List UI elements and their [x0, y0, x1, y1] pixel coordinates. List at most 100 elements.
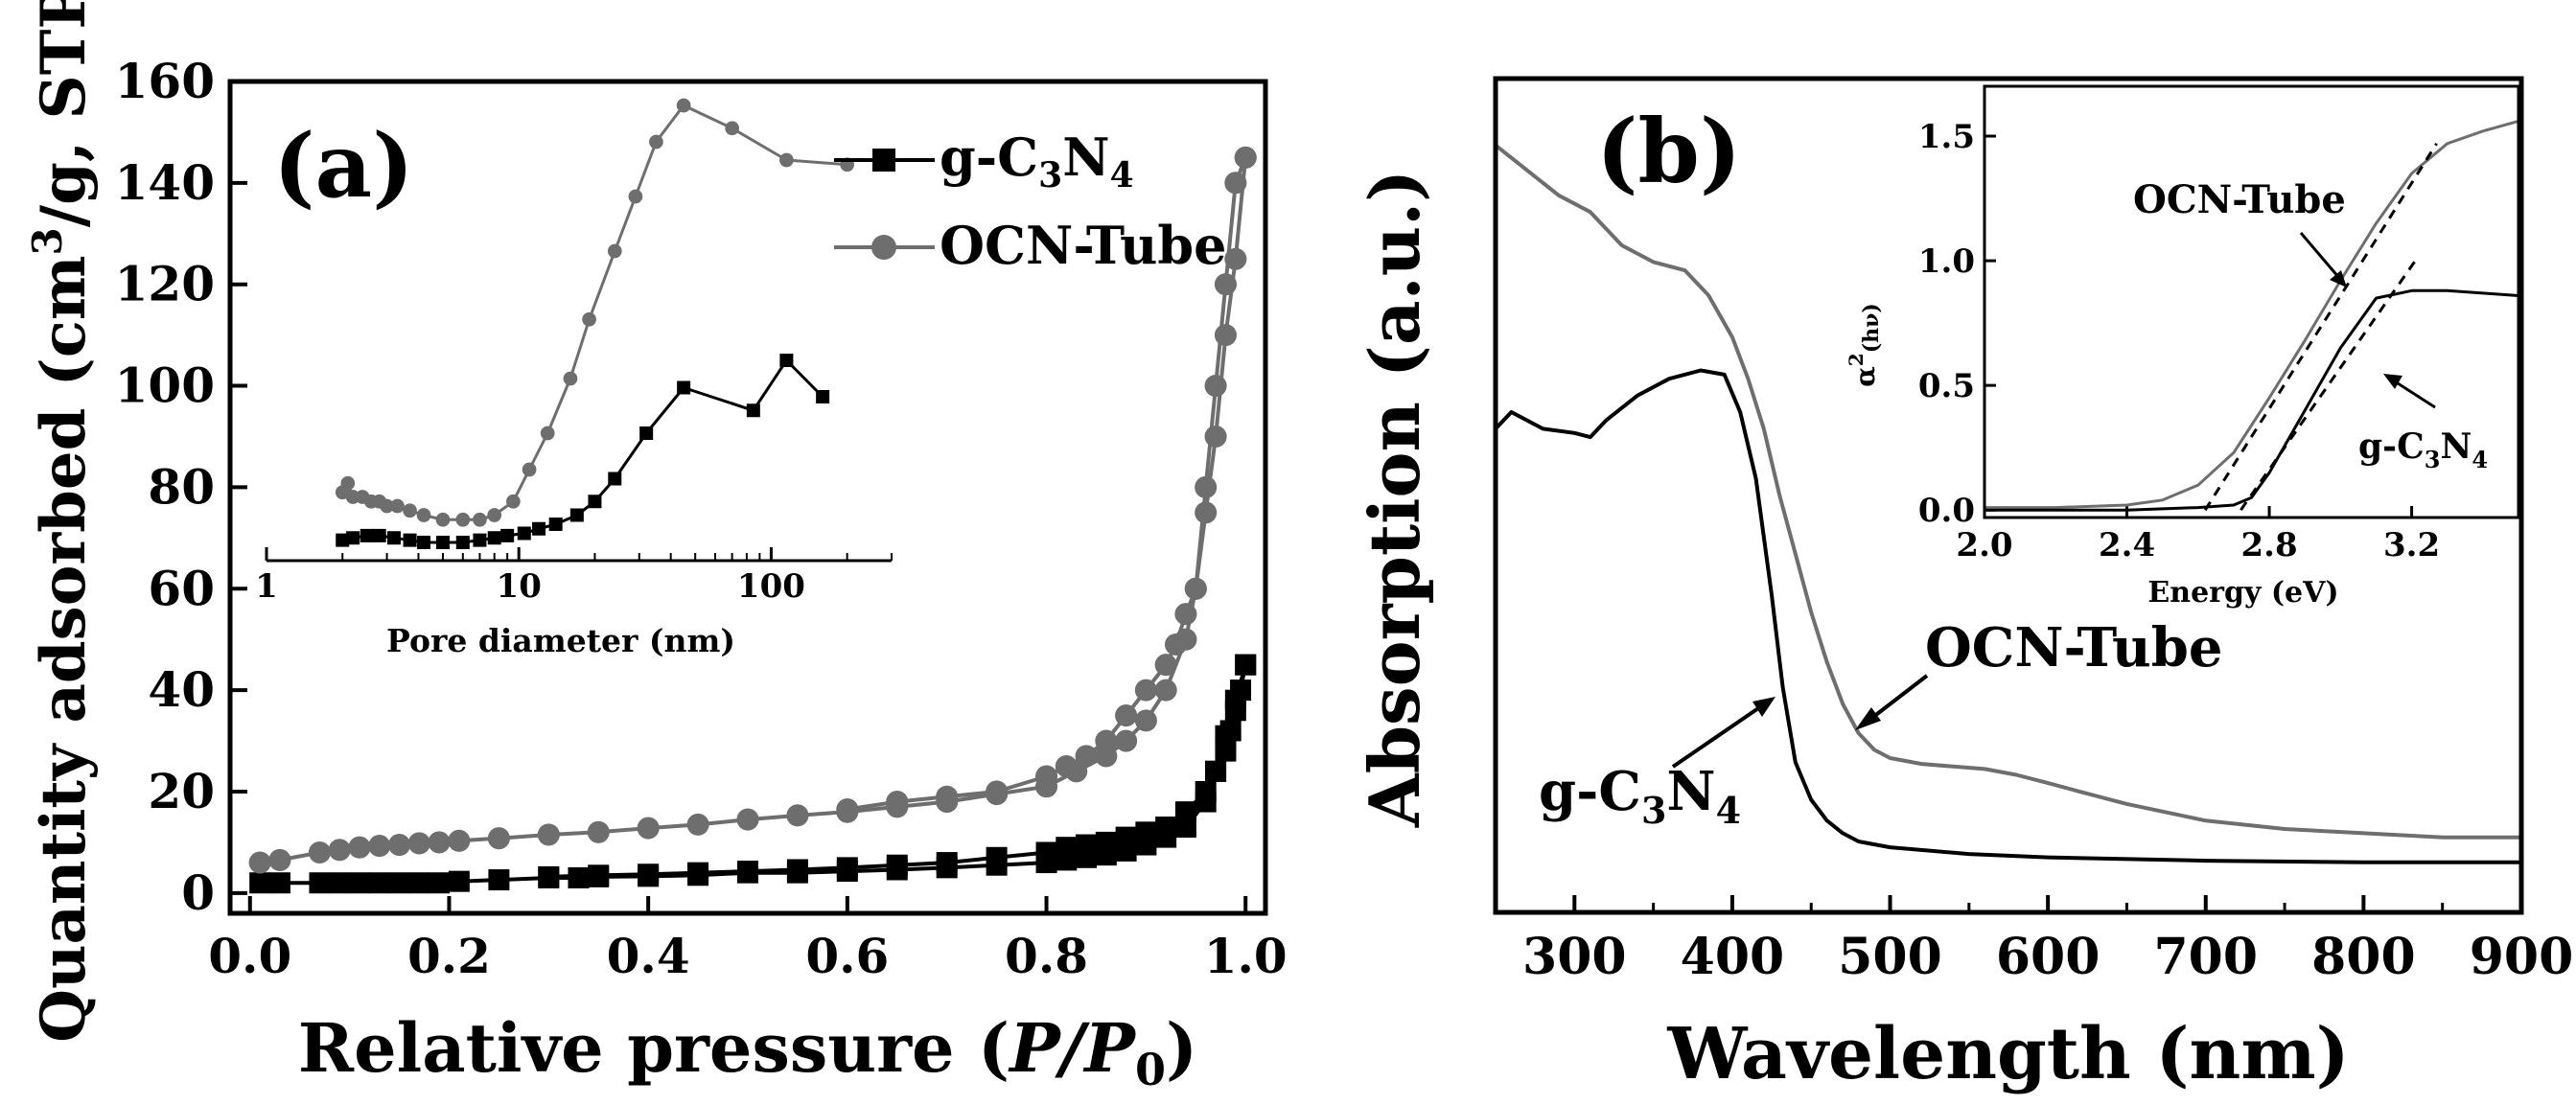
a-series-marker-2: [1195, 475, 1218, 498]
a-inset-marker-1: [336, 533, 350, 547]
a-series-marker-1: [986, 846, 1008, 868]
b-panel-label: (b): [1596, 100, 1741, 203]
b-axes-ticks: 300 400 500 600 700 800 900: [1522, 895, 2573, 986]
b-series-line-0: [1494, 144, 2521, 840]
b-plot-frame: [1493, 76, 2524, 915]
a-inset-marker-0: [403, 503, 417, 518]
b-xlabel: Wavelength (nm): [1666, 1013, 2349, 1095]
a-legend-gcn-part2: N: [1062, 127, 1109, 188]
a-series-marker-1: [1215, 740, 1237, 762]
a-inset-marker-1: [500, 528, 515, 542]
a-inset-marker-0: [473, 512, 487, 527]
a-series-marker-1: [588, 864, 610, 886]
a-series-marker-2: [637, 817, 660, 840]
b-inset-annot-ocn: OCN-Tube: [2133, 177, 2346, 222]
a-series-marker-3: [986, 780, 1009, 803]
a-series-marker-1: [886, 854, 908, 876]
b-annot-gcn-part2: N: [1666, 760, 1715, 823]
a-series-marker-0: [388, 872, 410, 894]
b-inset-xtick-label: 3.2: [2383, 526, 2440, 564]
a-xtick-label: 0.8: [1005, 928, 1088, 984]
a-legend-label-gcn: g-C3N4: [940, 127, 1134, 196]
a-series-marker-3: [1134, 679, 1157, 702]
a-ylabel-part2: /g, STP): [28, 0, 100, 227]
a-series-marker-3: [1184, 577, 1207, 600]
a-ytick-label: 40: [148, 661, 215, 718]
a-series-marker-1: [1076, 834, 1098, 856]
a-series-marker-2: [1095, 745, 1118, 768]
a-series-marker-3: [1204, 425, 1227, 449]
a-series-marker-0: [488, 869, 510, 891]
a-inset-marker-1: [417, 536, 431, 549]
a-inset-marker-1: [455, 536, 470, 549]
a-legend-marker-ocn: [871, 235, 896, 260]
a-inset-marker-0: [607, 243, 622, 259]
a-series-marker-0: [309, 872, 331, 894]
a-series-marker-0: [349, 872, 370, 894]
a-legend-gcn-part1: g-C: [940, 127, 1038, 188]
a-series-marker-2: [248, 851, 271, 874]
a-series-marker-2: [308, 840, 332, 864]
a-legend-label-ocn: OCN-Tube: [940, 215, 1226, 276]
a-series-marker-0: [568, 866, 590, 888]
a-inset-marker-1: [532, 521, 546, 536]
a-inset-marker-0: [435, 512, 451, 527]
a-series-marker-2: [1115, 729, 1138, 752]
a-inset-series: [335, 98, 855, 549]
a-series-marker-1: [1235, 654, 1257, 676]
a-inset-marker-1: [346, 531, 360, 545]
a-series-marker-3: [1115, 704, 1138, 727]
a-series-marker-1: [1219, 720, 1242, 742]
a-inset-marker-0: [416, 508, 431, 522]
a-series-marker-1: [1230, 679, 1252, 702]
a-inset-marker-1: [608, 472, 622, 486]
a-inset-marker-0: [628, 189, 643, 204]
a-series-marker-2: [1154, 679, 1177, 702]
b-inset-annot-ocn-arrowhead: [2330, 270, 2347, 288]
b-inset-annot-gcn-arrowhead: [2383, 374, 2402, 389]
a-series-layer: [248, 146, 1257, 894]
a-ytick-label: 140: [115, 154, 215, 211]
a-legend-gcn-sub2: 4: [1110, 155, 1134, 196]
a-ylabel-part1: Quantity adsorbed (cm: [28, 255, 100, 1042]
a-series-marker-2: [368, 835, 391, 858]
a-series-marker-2: [428, 831, 451, 854]
a-series-marker-3: [886, 791, 909, 814]
a-ytick-label: 60: [148, 560, 215, 616]
a-xlabel-close: ): [1166, 1008, 1197, 1088]
a-inset-marker-0: [779, 152, 794, 168]
panel-b: 300 400 500 600 700 800 900 (b) OCN-Tube g-C3N…: [1354, 76, 2573, 1095]
a-xlabel: Relative pressure (P/P0): [298, 1008, 1197, 1095]
b-inset-ytick-label: 0.0: [1918, 492, 1975, 530]
a-legend: g-C3N4 OCN-Tube: [834, 127, 1226, 276]
a-series-marker-2: [537, 823, 560, 846]
a-series-marker-2: [587, 820, 610, 843]
a-series-marker-1: [687, 862, 709, 884]
b-inset-line-0: [1984, 119, 2519, 510]
b-annot-gcn-arrowhead: [1752, 697, 1775, 717]
b-annot-gcn-sub1: 3: [1641, 789, 1666, 832]
a-xlabel-p: P: [1008, 1008, 1062, 1088]
a-series-marker-1: [786, 859, 808, 881]
a-ylabel-sup: 3: [24, 227, 71, 255]
a-inset-marker-1: [517, 526, 531, 541]
a-series-marker-1: [1135, 821, 1157, 843]
a-inset-marker-0: [540, 426, 555, 441]
a-series-marker-2: [348, 836, 371, 859]
b-inset-xtick-label: 2.8: [2240, 526, 2297, 564]
a-series-marker-1: [1195, 780, 1217, 802]
a-inset-marker-0: [676, 98, 691, 113]
b-inset-ytick-label: 0.5: [1918, 367, 1975, 405]
a-series-marker-0: [448, 870, 470, 892]
a-series-marker-2: [487, 827, 510, 850]
b-inset-ylabel-sub: (hν): [1859, 303, 1884, 353]
a-series-marker-3: [1055, 754, 1078, 778]
a-inset-marker-0: [340, 475, 356, 491]
a-inset-axes: 1 10 100: [255, 547, 893, 606]
a-inset-marker-0: [725, 121, 739, 136]
a-inset-marker-0: [582, 311, 596, 327]
a-series-marker-1: [1056, 837, 1078, 859]
a-series-marker-3: [1154, 654, 1177, 677]
b-inset-frame: [1983, 84, 2520, 519]
